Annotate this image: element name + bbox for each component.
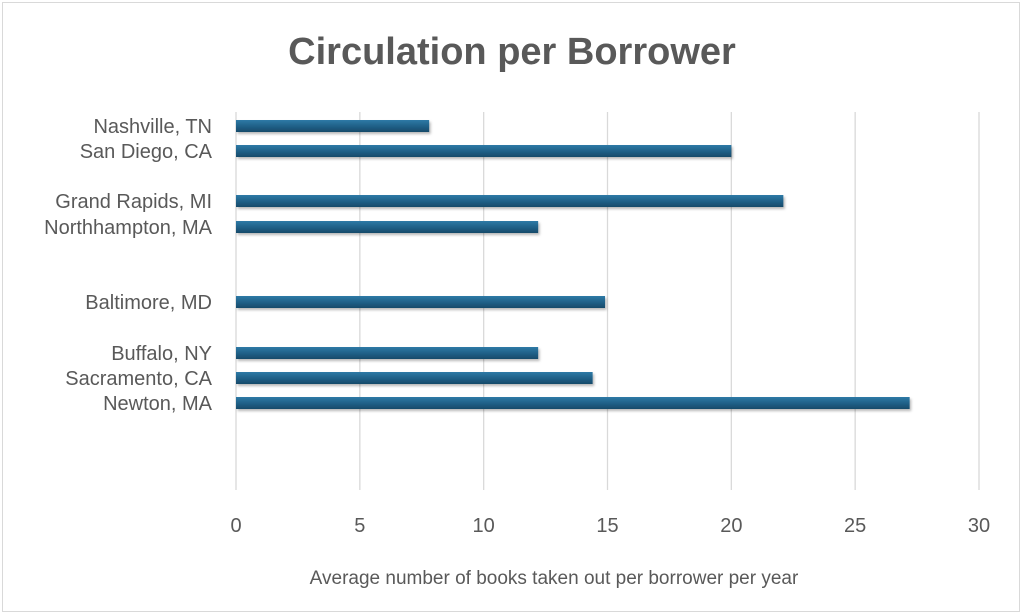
x-tick-label: 10 <box>473 515 495 537</box>
x-tick-label: 15 <box>596 515 618 537</box>
bar <box>236 145 732 157</box>
category-label: Nashville, TN <box>93 116 212 138</box>
category-label: Sacramento, CA <box>65 368 212 390</box>
bar <box>236 296 606 308</box>
x-tick-label: 20 <box>720 515 742 537</box>
category-label: Buffalo, NY <box>111 343 212 365</box>
x-tick-label: 5 <box>354 515 365 537</box>
category-label: Newton, MA <box>103 393 213 415</box>
bar <box>236 372 593 384</box>
x-tick-label: 25 <box>844 515 866 537</box>
bars <box>236 120 910 409</box>
x-axis-title: Average number of books taken out per bo… <box>310 568 799 589</box>
gridlines <box>235 112 980 490</box>
chart-title: Circulation per Borrower <box>288 31 736 73</box>
category-label: Northhampton, MA <box>44 217 213 239</box>
x-tick-label: 30 <box>968 515 990 537</box>
bar <box>236 195 784 207</box>
x-tick-labels: 0 5 10 15 20 25 30 <box>230 515 990 537</box>
category-label: Baltimore, MD <box>85 292 212 314</box>
bar <box>236 397 910 409</box>
category-labels: Nashville, TN San Diego, CA Grand Rapids, … <box>44 116 213 415</box>
x-tick-label: 0 <box>230 515 241 537</box>
category-label: San Diego, CA <box>80 141 213 163</box>
category-label: Grand Rapids, MI <box>55 191 212 213</box>
bar <box>236 120 430 132</box>
bar <box>236 221 539 233</box>
bar <box>236 347 539 359</box>
